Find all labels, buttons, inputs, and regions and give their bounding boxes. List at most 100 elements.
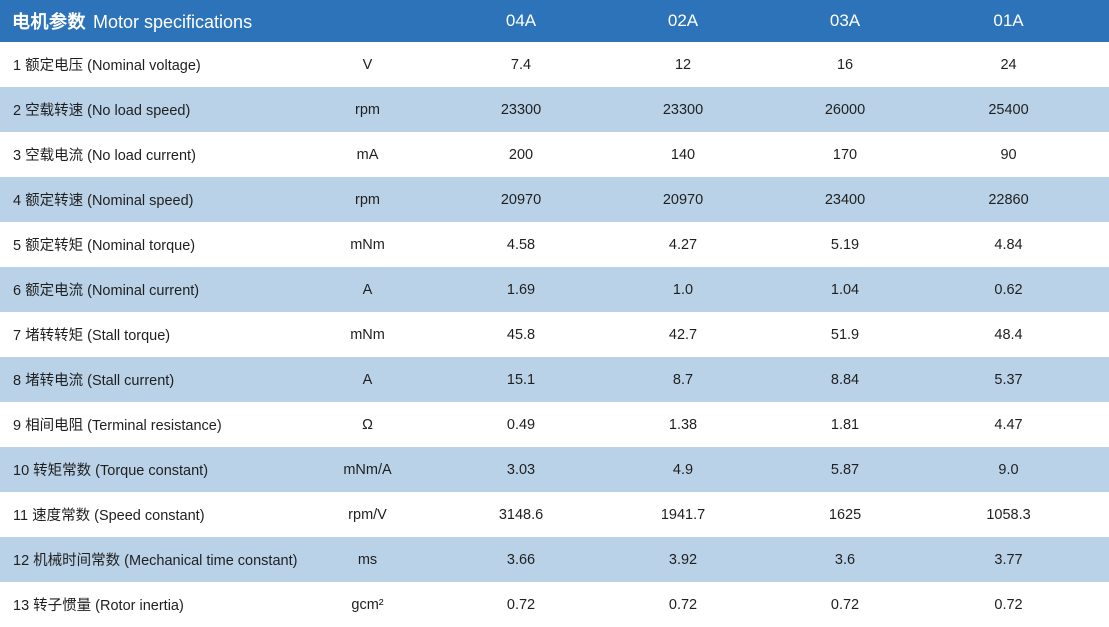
value-cell: 0.72 [830, 596, 860, 613]
value-cell: 0.72 [668, 596, 698, 613]
unit-cell: rpm [355, 101, 380, 118]
value-cell: 1.69 [506, 281, 536, 298]
value-cell: 1058.3 [986, 506, 1031, 523]
value-cell: 16 [836, 56, 854, 73]
value-cell: 3148.6 [498, 506, 544, 523]
column-header-04a: 04A [440, 0, 603, 42]
parameter-label: 8 堵转电流 (Stall current) [13, 373, 175, 389]
table-title-english: Motor specifications [93, 12, 253, 32]
table-row: 13 转子惯量 (Rotor inertia) gcm² 0.72 0.72 0… [0, 582, 1109, 627]
unit-cell: mA [356, 146, 379, 163]
value-cell: 4.27 [668, 236, 698, 253]
value-cell: 8.7 [672, 371, 694, 388]
parameter-label: 12 机械时间常数 (Mechanical time constant) [13, 553, 298, 569]
value-cell: 20970 [662, 191, 704, 208]
unit-cell: ms [357, 551, 378, 568]
table-body: 1 额定电压 (Nominal voltage) V 7.4 12 16 24 … [0, 42, 1109, 627]
table-row: 3 空载电流 (No load current) mA 200 140 170 … [0, 132, 1109, 177]
value-cell: 22860 [988, 191, 1029, 208]
value-cell: 1941.7 [660, 506, 706, 523]
value-cell: 4.47 [994, 416, 1023, 433]
value-cell: 1.0 [672, 281, 694, 298]
value-cell: 1.81 [830, 416, 860, 433]
value-cell: 3.03 [506, 461, 536, 478]
unit-cell: mNm/A [343, 461, 392, 478]
parameter-label: 13 转子惯量 (Rotor inertia) [13, 598, 184, 614]
value-cell: 26000 [824, 101, 866, 118]
value-cell: 1.38 [668, 416, 698, 433]
table-row: 4 额定转速 (Nominal speed) rpm 20970 20970 2… [0, 177, 1109, 222]
value-cell: 3.66 [506, 551, 536, 568]
value-cell: 4.58 [506, 236, 536, 253]
unit-cell: Ω [362, 416, 373, 433]
value-cell: 7.4 [510, 56, 532, 73]
parameter-label: 1 额定电压 (Nominal voltage) [13, 58, 201, 74]
unit-cell: A [362, 281, 373, 298]
value-cell: 5.37 [994, 371, 1023, 388]
table-row: 10 转矩常数 (Torque constant) mNm/A 3.03 4.9… [0, 447, 1109, 492]
value-cell: 15.1 [506, 371, 536, 388]
value-cell: 8.84 [830, 371, 860, 388]
column-header-02a: 02A [602, 0, 765, 42]
parameter-label: 10 转矩常数 (Torque constant) [13, 463, 209, 479]
column-header-03a: 03A [764, 0, 927, 42]
column-header-01a: 01A [926, 0, 1109, 42]
value-cell: 23300 [500, 101, 542, 118]
table-row: 12 机械时间常数 (Mechanical time constant) ms … [0, 537, 1109, 582]
unit-cell: gcm² [351, 596, 384, 613]
value-cell: 1.04 [830, 281, 860, 298]
value-cell: 3.77 [994, 551, 1023, 568]
value-cell: 5.87 [830, 461, 860, 478]
table-row: 9 相间电阻 (Terminal resistance) Ω 0.49 1.38… [0, 402, 1109, 447]
value-cell: 24 [1000, 56, 1017, 73]
parameter-label: 6 额定电流 (Nominal current) [13, 283, 200, 299]
table-row: 6 额定电流 (Nominal current) A 1.69 1.0 1.04… [0, 267, 1109, 312]
parameter-label: 4 额定转速 (Nominal speed) [13, 193, 194, 209]
value-cell: 0.49 [506, 416, 536, 433]
header-row: 电机参数 Motor specifications 04A 02A 03A 01A [0, 0, 1109, 42]
parameter-label: 2 空载转速 (No load speed) [13, 103, 191, 119]
unit-cell: mNm [350, 236, 385, 253]
value-cell: 3.92 [668, 551, 698, 568]
parameter-label: 11 速度常数 (Speed constant) [13, 508, 205, 524]
value-cell: 4.9 [672, 461, 694, 478]
value-cell: 51.9 [830, 326, 860, 343]
value-cell: 170 [832, 146, 858, 163]
value-cell: 0.72 [994, 596, 1023, 613]
value-cell: 12 [674, 56, 692, 73]
table-row: 2 空载转速 (No load speed) rpm 23300 23300 2… [0, 87, 1109, 132]
parameter-label: 7 堵转转矩 (Stall torque) [13, 328, 171, 344]
value-cell: 23300 [662, 101, 704, 118]
table-title: 电机参数 Motor specifications [0, 0, 441, 42]
value-cell: 45.8 [506, 326, 536, 343]
value-cell: 42.7 [668, 326, 698, 343]
value-cell: 3.6 [834, 551, 856, 568]
value-cell: 0.72 [506, 596, 536, 613]
value-cell: 48.4 [994, 326, 1023, 343]
value-cell: 23400 [824, 191, 866, 208]
value-cell: 5.19 [830, 236, 860, 253]
unit-cell: mNm [350, 326, 385, 343]
value-cell: 9.0 [998, 461, 1019, 478]
value-cell: 0.62 [994, 281, 1023, 298]
table-title-chinese: 电机参数 [12, 12, 86, 32]
value-cell: 140 [670, 146, 696, 163]
value-cell: 90 [1000, 146, 1017, 163]
value-cell: 20970 [500, 191, 542, 208]
value-cell: 25400 [988, 101, 1029, 118]
parameter-label: 5 额定转矩 (Nominal torque) [13, 238, 196, 254]
unit-cell: A [362, 371, 373, 388]
value-cell: 200 [508, 146, 534, 163]
table-row: 5 额定转矩 (Nominal torque) mNm 4.58 4.27 5.… [0, 222, 1109, 267]
value-cell: 4.84 [994, 236, 1023, 253]
parameter-label: 3 空载电流 (No load current) [13, 148, 196, 164]
unit-cell: V [362, 56, 373, 73]
parameter-label: 9 相间电阻 (Terminal resistance) [13, 418, 222, 434]
unit-cell: rpm [355, 191, 380, 208]
table-row: 1 额定电压 (Nominal voltage) V 7.4 12 16 24 [0, 42, 1109, 87]
value-cell: 1625 [828, 506, 862, 523]
table-row: 11 速度常数 (Speed constant) rpm/V 3148.6 19… [0, 492, 1109, 537]
unit-cell: rpm/V [348, 506, 387, 523]
